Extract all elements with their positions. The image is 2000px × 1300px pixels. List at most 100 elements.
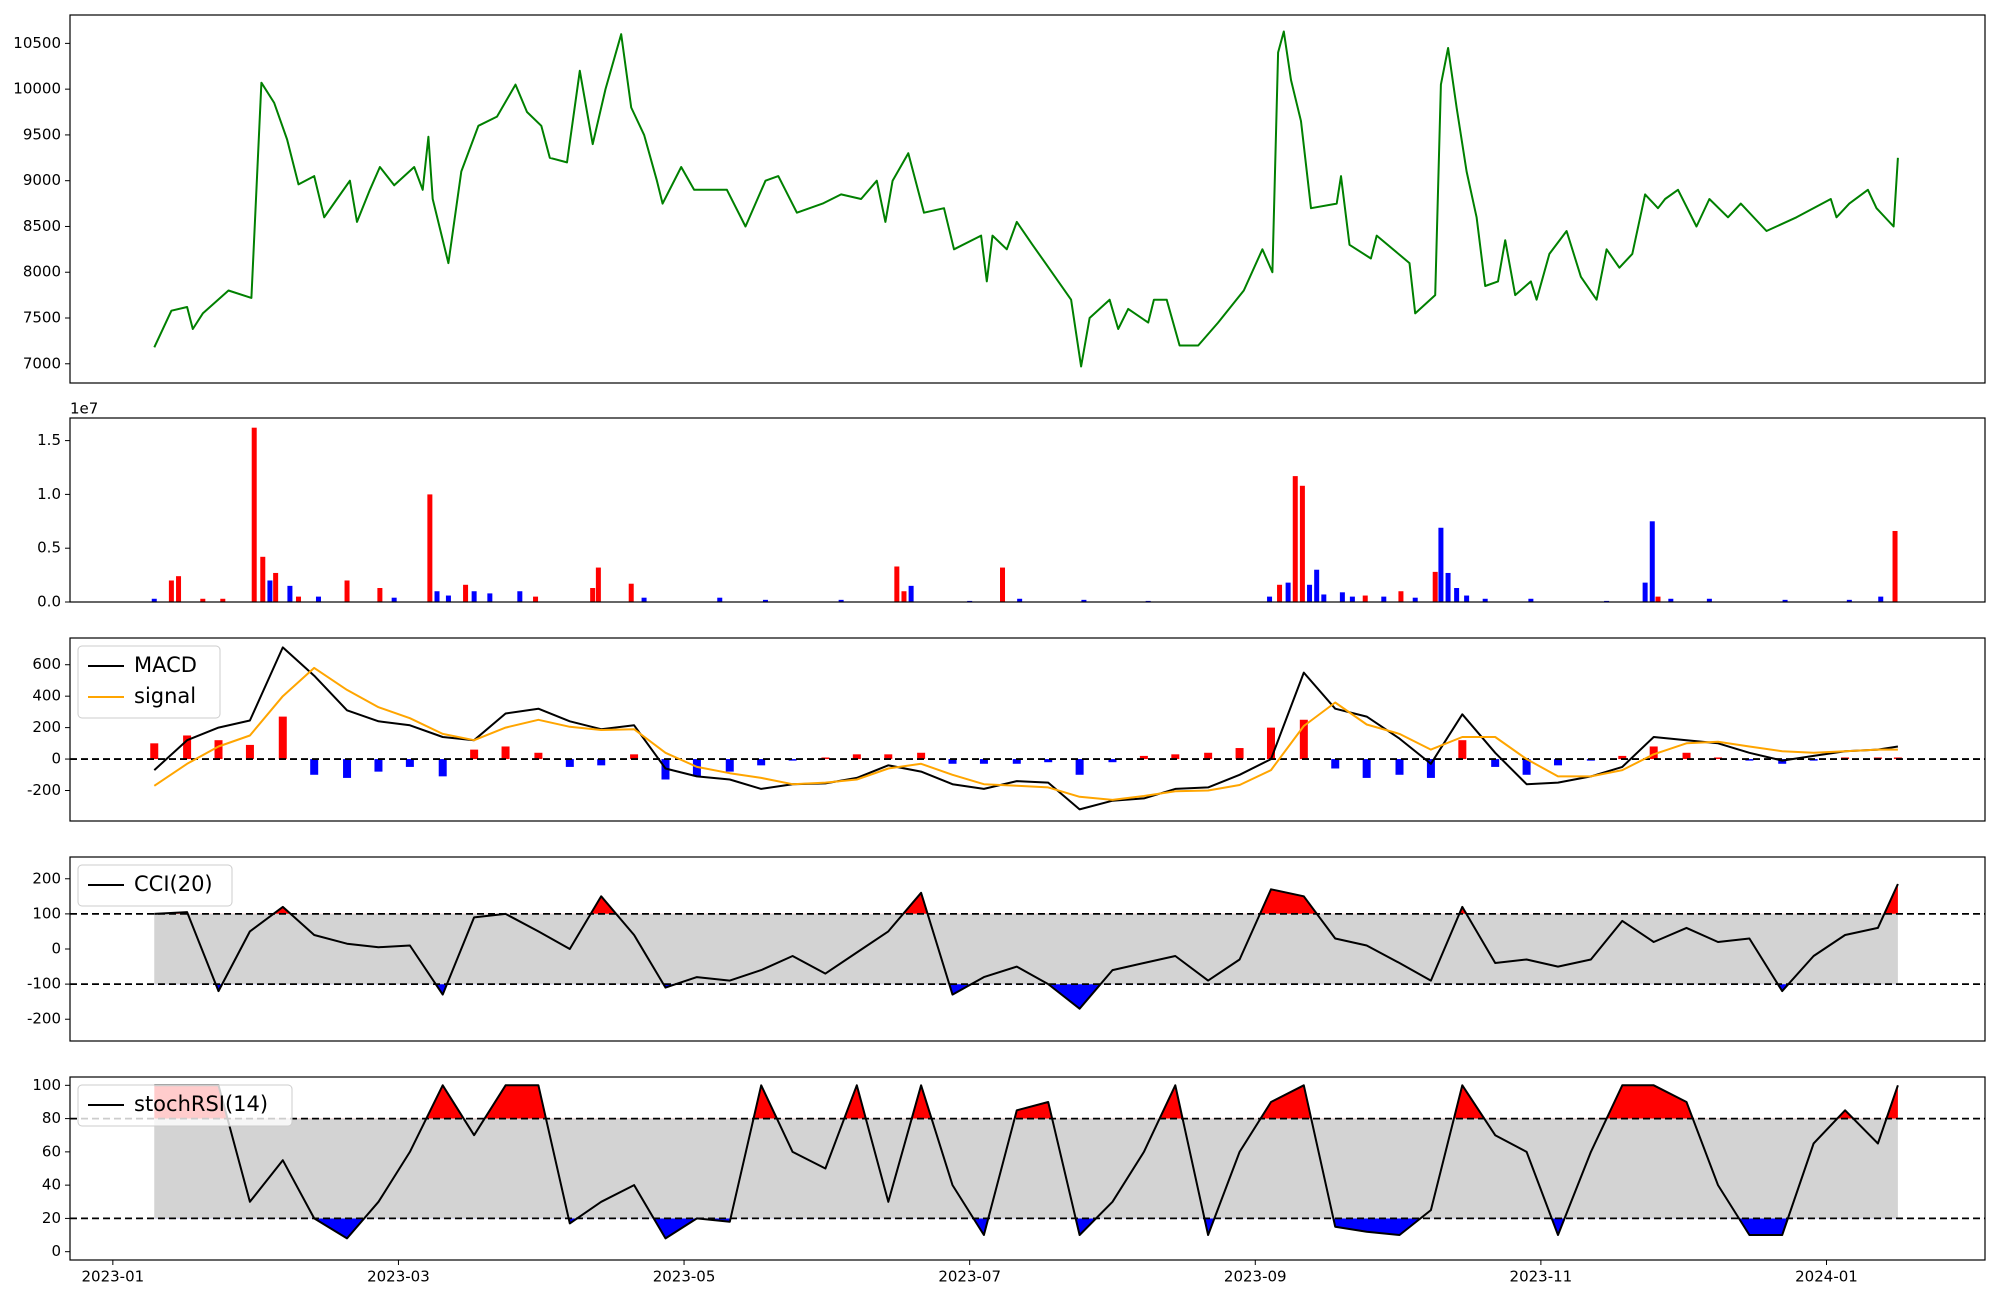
volume-bar <box>220 598 226 602</box>
y-tick-label: 1.5 <box>37 431 61 449</box>
volume-bar <box>1321 594 1327 602</box>
histogram-bar <box>183 735 192 760</box>
legend-label: stochRSI(14) <box>134 1092 268 1116</box>
y-tick-label: 10000 <box>13 80 61 98</box>
volume-bar <box>1314 569 1320 602</box>
volume-bar <box>1349 596 1355 602</box>
y-tick-label: 8000 <box>23 263 61 281</box>
volume-bar <box>463 584 469 602</box>
histogram-bar <box>1139 755 1148 760</box>
volume-bar <box>1000 567 1006 602</box>
y-tick-label: 0 <box>51 1242 61 1260</box>
volume-bar <box>1267 596 1273 602</box>
histogram-bar <box>1044 759 1053 763</box>
volume-bar <box>295 596 301 602</box>
histogram-bar <box>1745 759 1754 761</box>
histogram-bar <box>1266 727 1275 760</box>
volume-bar <box>1846 599 1852 602</box>
histogram-bar <box>1618 755 1627 760</box>
plot-area <box>70 638 1985 821</box>
volume-bar <box>1017 598 1023 602</box>
legend-box <box>77 645 221 719</box>
y-tick-label: 200 <box>32 869 61 887</box>
volume-bar <box>1277 584 1283 602</box>
volume-bar <box>287 585 293 602</box>
histogram-bar <box>1171 754 1180 760</box>
y-tick-label: -100 <box>27 975 61 993</box>
y-tick-label: 80 <box>42 1109 61 1127</box>
legend-label: signal <box>134 684 196 708</box>
series-line <box>153 646 1899 811</box>
volume-bar <box>434 591 440 602</box>
volume-bar <box>1528 598 1534 602</box>
histogram-bar <box>1522 759 1531 775</box>
y-tick-label: 0.5 <box>37 539 61 557</box>
volume-bar <box>1412 597 1418 602</box>
histogram-bar <box>343 759 352 778</box>
legend-label: CCI(20) <box>134 872 213 896</box>
histogram-bar <box>1331 759 1340 769</box>
volume-bar <box>377 588 383 602</box>
y-tick-label: 1.0 <box>37 485 61 503</box>
histogram-bar <box>884 754 893 760</box>
volume-bar <box>590 588 596 602</box>
volume-bar <box>1307 584 1313 602</box>
y-tick-label: 0.0 <box>37 593 61 611</box>
histogram-bar <box>630 754 639 760</box>
histogram-bar <box>565 759 574 767</box>
panel: -200 0 200 400 600 MACD signal <box>27 637 1986 822</box>
volume-bar <box>717 597 723 602</box>
volume-bar <box>391 597 397 602</box>
volume-bar <box>267 580 273 602</box>
y-tick-label: 10500 <box>13 34 61 52</box>
x-tick-label: 2023-07 <box>938 1268 1001 1286</box>
volume-bar <box>1464 595 1470 602</box>
volume-bar <box>901 591 907 602</box>
volume-bar <box>1362 595 1368 602</box>
histogram-bar <box>1713 757 1722 760</box>
histogram-bar <box>948 759 957 764</box>
y-tick-label: 60 <box>42 1142 61 1160</box>
volume-bar <box>1649 521 1655 602</box>
volume-bar <box>1482 598 1488 602</box>
histogram-bar <box>1554 759 1563 766</box>
volume-bar <box>1878 596 1884 602</box>
volume-bar <box>1706 598 1712 602</box>
overbought-fill <box>154 1085 1898 1119</box>
volume-bar <box>1892 530 1898 602</box>
volume-bar <box>533 596 539 602</box>
histogram-bar <box>1395 759 1404 775</box>
x-tick-label: 2023-11 <box>1510 1268 1573 1286</box>
histogram-bar <box>597 759 606 766</box>
volume-bar <box>1655 596 1661 602</box>
y-tick-label: 7500 <box>23 309 61 327</box>
volume-bar <box>176 576 182 602</box>
y-tick-label: -200 <box>27 781 61 799</box>
histogram-bar <box>1204 752 1213 760</box>
volume-bar <box>595 567 601 602</box>
histogram-bar <box>917 752 926 760</box>
x-tick-label: 2024-01 <box>1795 1268 1858 1286</box>
volume-bar <box>251 427 257 602</box>
histogram-bar <box>1649 746 1658 760</box>
histogram-bar <box>1426 759 1435 778</box>
series-line <box>154 883 1899 1010</box>
panel: 0.0 0.5 1.0 1.5 1e7 <box>37 400 1986 611</box>
threshold-band <box>154 913 1898 985</box>
panel: -200 -100 0 100 200 CCI(20) <box>27 856 1986 1042</box>
oversold-fill <box>154 1218 1898 1239</box>
y-tick-label: 0 <box>51 750 61 768</box>
panel: 0 20 40 60 80 100 2023-01 2023-03 2023-05 2023-07… <box>32 1076 1986 1286</box>
histogram-bar <box>725 759 734 772</box>
volume-bar <box>1299 485 1305 602</box>
histogram-bar <box>438 759 447 777</box>
volume-bar <box>1454 588 1460 602</box>
volume-bar <box>487 593 493 602</box>
volume-bar <box>1381 596 1387 602</box>
histogram-bar <box>150 743 159 760</box>
volume-bar <box>1339 592 1345 602</box>
volume-bar <box>1292 476 1298 602</box>
x-tick-label: 2023-03 <box>367 1268 430 1286</box>
